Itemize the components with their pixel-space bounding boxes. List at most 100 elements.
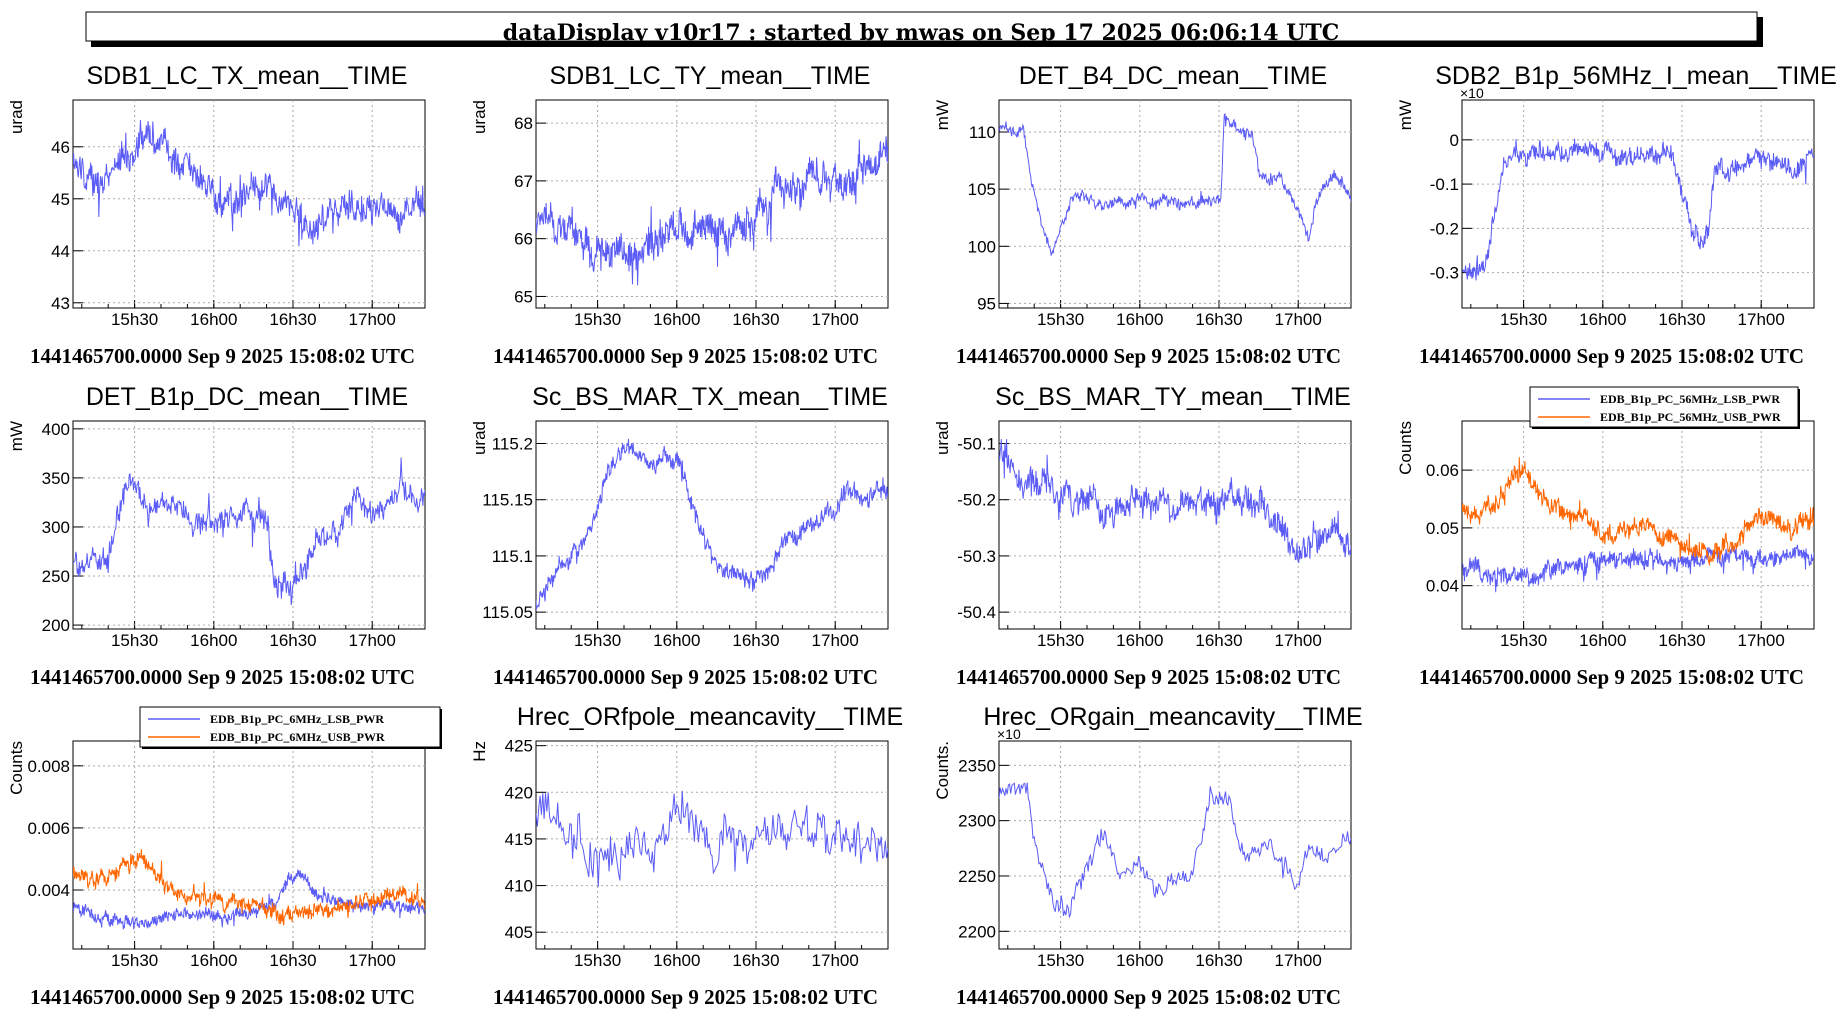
y-tick-label: 43 [51, 294, 70, 313]
y-tick-label: 110 [969, 123, 996, 142]
legend-entry: EDB_B1p_PC_6MHz_LSB_PWR [210, 712, 384, 726]
y-axis-multiplier: ×10 [997, 726, 1021, 742]
chart-title: SDB2_B1p_56MHz_I_mean__TIME [1435, 62, 1837, 90]
time-footer: 1441465700.0000 Sep 9 2025 15:08:02 UTC [1419, 344, 1804, 368]
chart-title: DET_B1p_DC_mean__TIME [86, 383, 408, 411]
y-axis-label: urad [470, 100, 489, 134]
time-footer: 1441465700.0000 Sep 9 2025 15:08:02 UTC [1419, 665, 1804, 689]
y-tick-label: 95 [977, 294, 996, 313]
x-tick-label: 17h00 [1738, 631, 1785, 650]
series-line-0 [1462, 544, 1814, 593]
y-tick-label: 68 [514, 114, 533, 133]
y-tick-label: 115.15 [482, 491, 533, 510]
y-tick-label: 0.05 [1426, 519, 1459, 538]
y-tick-label: 66 [514, 230, 533, 249]
y-tick-label: 0.06 [1426, 461, 1459, 480]
x-tick-label: 16h00 [190, 951, 237, 970]
chart-sc-bs-tx: 15h30 16h00 16h30 17h00 115.05 115.1 115.15 115… [470, 383, 889, 689]
y-tick-label: 410 [505, 877, 533, 896]
series-line-0 [999, 112, 1351, 256]
y-axis-label: urad [7, 100, 26, 134]
y-axis-label: urad [933, 421, 952, 455]
x-tick-label: 16h00 [653, 631, 700, 650]
chart-title: Hrec_ORfpole_meancavity__TIME [517, 703, 903, 731]
series-line-0 [999, 439, 1351, 563]
series-group [73, 457, 425, 606]
legend-box [139, 706, 441, 748]
series-line-0 [73, 457, 425, 606]
y-axis-label: mW [933, 100, 952, 130]
x-tick-label: 17h00 [1275, 631, 1322, 650]
x-tick-label: 16h00 [1579, 631, 1626, 650]
y-tick-label: 405 [505, 923, 533, 942]
y-tick-label: 350 [42, 469, 70, 488]
header-bar: dataDisplay v10r17 : started by mwas on … [85, 11, 1763, 47]
y-tick-label: 415 [505, 830, 533, 849]
chart-sc-bs-ty: 15h30 16h00 16h30 17h00 -50.4 -50.3 -50.2 -50.1… [933, 383, 1352, 689]
legend-entry: EDB_B1p_PC_56MHz_LSB_PWR [1600, 392, 1780, 406]
x-tick-label: 15h30 [1037, 951, 1084, 970]
y-tick-label: -50.4 [957, 603, 996, 622]
chart-sdb2-56: 15h30 16h00 16h30 17h00 -0.3 -0.2 -0.1 0 SDB2_B1… [1396, 62, 1837, 368]
y-tick-label: 44 [51, 242, 70, 261]
legend: EDB_B1p_PC_56MHz_LSB_PWR EDB_B1p_PC_56MHz… [1529, 386, 1800, 429]
x-tick-label: 16h00 [653, 951, 700, 970]
legend: EDB_B1p_PC_6MHz_LSB_PWR EDB_B1p_PC_6MHz_U… [139, 706, 442, 749]
y-axis-label: Counts [1396, 421, 1415, 475]
series-group [536, 790, 888, 887]
y-tick-label: 2350 [958, 756, 996, 775]
x-tick-label: 15h30 [574, 631, 621, 650]
plot-frame [998, 740, 1352, 950]
x-tick-label: 15h30 [111, 951, 158, 970]
series-line-1 [73, 849, 425, 926]
x-tick-label: 17h00 [812, 310, 859, 329]
chart-sdb1-tx: 15h30 16h00 16h30 17h00 43 44 45 46 SDB1_LC_TX_m… [7, 62, 426, 368]
series-group [536, 438, 888, 611]
series-group [73, 849, 425, 930]
y-tick-label: -50.3 [957, 547, 996, 566]
chart-title: Hrec_ORgain_meancavity__TIME [983, 703, 1362, 731]
y-tick-label: 67 [514, 172, 533, 191]
y-tick-label: -50.1 [957, 434, 996, 453]
y-tick-label: 0.004 [27, 881, 70, 900]
series-group [999, 782, 1351, 919]
y-tick-label: -50.2 [957, 491, 996, 510]
y-tick-label: 420 [505, 783, 533, 802]
chart-det-b4: 15h30 16h00 16h30 17h00 95 100 105 110 DET_B4_DC… [933, 62, 1352, 368]
y-tick-label: 45 [51, 190, 70, 209]
x-tick-label: 15h30 [1500, 310, 1547, 329]
x-tick-label: 15h30 [1500, 631, 1547, 650]
x-tick-label: 16h00 [653, 310, 700, 329]
x-tick-label: 16h30 [269, 310, 316, 329]
plot-frame [1461, 99, 1815, 309]
x-tick-label: 16h00 [1116, 631, 1163, 650]
time-footer: 1441465700.0000 Sep 9 2025 15:08:02 UTC [493, 665, 878, 689]
chart-title: DET_B4_DC_mean__TIME [1019, 62, 1327, 90]
x-tick-label: 16h30 [732, 310, 779, 329]
y-tick-label: 425 [505, 737, 533, 756]
y-tick-label: 250 [42, 567, 70, 586]
y-tick-label: -0.2 [1430, 219, 1459, 238]
x-tick-label: 16h30 [269, 951, 316, 970]
x-tick-label: 17h00 [1275, 951, 1322, 970]
x-tick-label: 16h30 [269, 631, 316, 650]
x-tick-label: 17h00 [812, 951, 859, 970]
x-tick-label: 17h00 [349, 310, 396, 329]
x-tick-label: 16h00 [1116, 951, 1163, 970]
chart-edb-6: 15h30 16h00 16h30 17h00 0.004 0.006 0.008Count… [7, 706, 442, 1009]
chart-hrec-gain: 15h30 16h00 16h30 17h00 2200 2250 2300 2350 Hrec… [933, 703, 1363, 1009]
x-tick-label: 16h00 [1579, 310, 1626, 329]
x-tick-label: 17h00 [349, 631, 396, 650]
series-line-0 [536, 790, 888, 887]
plot-frame [535, 99, 889, 309]
time-footer: 1441465700.0000 Sep 9 2025 15:08:02 UTC [956, 985, 1341, 1009]
x-tick-label: 17h00 [812, 631, 859, 650]
x-tick-label: 15h30 [1037, 310, 1084, 329]
x-tick-label: 16h30 [1658, 310, 1705, 329]
series-group [536, 136, 888, 286]
y-tick-label: 100 [968, 237, 996, 256]
series-group [73, 119, 425, 247]
y-tick-label: -0.1 [1430, 175, 1459, 194]
x-tick-label: 16h00 [190, 631, 237, 650]
